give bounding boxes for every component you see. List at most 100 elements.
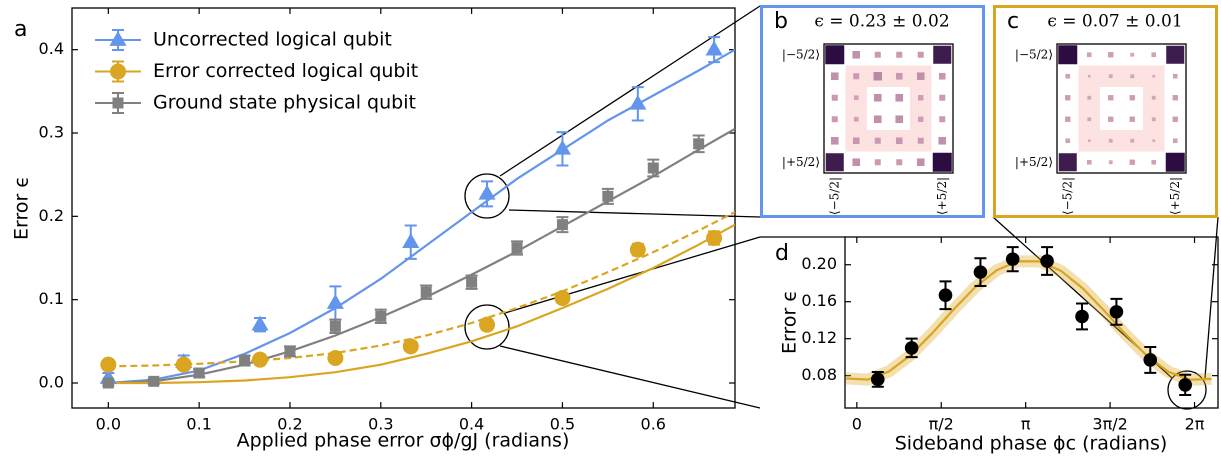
marker bbox=[284, 345, 296, 357]
matrix-cell bbox=[895, 72, 903, 80]
marker bbox=[693, 138, 705, 150]
col-label: ⟨+5/2| bbox=[935, 177, 949, 215]
col-label: ⟨+5/2| bbox=[1168, 177, 1182, 215]
panel-label: a bbox=[14, 17, 27, 42]
marker bbox=[706, 230, 723, 246]
matrix-frame bbox=[823, 43, 954, 174]
marker bbox=[252, 351, 269, 368]
y-tick-label: 0.12 bbox=[801, 328, 837, 347]
marker bbox=[1005, 252, 1020, 266]
matrix-cell bbox=[1152, 74, 1156, 78]
y-tick-label: 0.2 bbox=[39, 206, 64, 225]
matrix-cell bbox=[873, 72, 882, 81]
legend-label: Ground state physical qubit bbox=[153, 92, 416, 114]
marker bbox=[973, 265, 988, 279]
inset-title: ϵ = 0.23 ± 0.02 bbox=[814, 12, 949, 32]
matrix-cell bbox=[1108, 95, 1114, 101]
legend-marker bbox=[110, 63, 126, 80]
matrix-cell bbox=[1065, 138, 1071, 144]
matrix-cell bbox=[852, 137, 860, 145]
marker bbox=[402, 338, 419, 355]
marker bbox=[175, 356, 192, 373]
matrix-cell bbox=[939, 94, 946, 101]
marker bbox=[629, 241, 646, 258]
marker bbox=[193, 367, 205, 379]
matrix-cell bbox=[1172, 73, 1178, 79]
marker bbox=[402, 233, 420, 249]
matrix-cell bbox=[1065, 95, 1071, 101]
marker bbox=[554, 290, 571, 306]
x-tick-label: 3π/2 bbox=[1092, 415, 1127, 434]
matrix-cell bbox=[874, 159, 881, 166]
matrix-cell bbox=[1087, 117, 1092, 122]
matrix-cell bbox=[1087, 139, 1091, 143]
marker bbox=[602, 190, 614, 202]
panel-label: d bbox=[775, 241, 789, 266]
matrix-cell bbox=[1151, 159, 1157, 165]
matrix-cell bbox=[1086, 52, 1092, 58]
marker bbox=[629, 94, 647, 110]
y-tick-label: 0.0 bbox=[39, 373, 64, 392]
matrix-cell bbox=[1172, 116, 1178, 122]
plot-frame bbox=[844, 236, 1219, 409]
matrix-cell bbox=[1086, 159, 1092, 165]
matrix-cell bbox=[825, 45, 845, 65]
y-tick-label: 0.3 bbox=[39, 123, 64, 142]
plot-area bbox=[845, 246, 1212, 397]
matrix-cell bbox=[1129, 95, 1135, 101]
x-tick-label: 0.5 bbox=[550, 415, 575, 434]
y-tick-label: 0.20 bbox=[801, 254, 837, 273]
marker bbox=[1040, 254, 1054, 268]
matrix-cell bbox=[831, 94, 838, 101]
x-tick-label: 0 bbox=[852, 415, 862, 434]
marker bbox=[466, 276, 478, 288]
matrix-cell bbox=[1108, 74, 1113, 79]
matrix-cell bbox=[933, 45, 952, 64]
y-tick-label: 0.16 bbox=[801, 291, 837, 310]
matrix-cell bbox=[1151, 52, 1157, 58]
matrix-cell bbox=[853, 73, 860, 80]
legend-marker bbox=[109, 31, 127, 46]
panel-label: b bbox=[774, 9, 788, 34]
matrix-cell bbox=[895, 137, 903, 145]
matrix-cell bbox=[874, 137, 881, 144]
matrix-cell bbox=[932, 152, 952, 172]
legend-label: Error corrected logical qubit bbox=[153, 60, 418, 82]
marker bbox=[420, 286, 432, 298]
matrix-cell bbox=[1165, 152, 1185, 172]
plot-frame bbox=[71, 7, 736, 409]
marker bbox=[556, 219, 568, 231]
marker bbox=[1143, 353, 1158, 367]
matrix-cell bbox=[1087, 95, 1092, 100]
matrix-cell bbox=[1130, 74, 1135, 79]
matrix-cell bbox=[1108, 52, 1114, 58]
fit-line bbox=[108, 211, 735, 368]
col-label: ⟨−5/2| bbox=[1060, 177, 1074, 215]
matrix-cell bbox=[1108, 138, 1113, 143]
marker bbox=[326, 294, 344, 309]
code-space-center bbox=[1100, 87, 1143, 130]
matrix-cell bbox=[1058, 153, 1077, 172]
row-label: |−5/2⟩ bbox=[782, 47, 820, 61]
matrix-cell bbox=[830, 72, 839, 81]
y-tick-label: 0.1 bbox=[39, 289, 64, 308]
matrix-cell bbox=[916, 72, 925, 81]
inset-title: ϵ = 0.07 ± 0.01 bbox=[1047, 12, 1182, 32]
marker bbox=[251, 315, 269, 331]
col-label: ⟨−5/2| bbox=[827, 177, 841, 215]
matrix-cell bbox=[917, 51, 924, 58]
marker bbox=[479, 316, 496, 333]
matrix-cell bbox=[1129, 116, 1135, 122]
x-tick-label: 0.1 bbox=[186, 415, 211, 434]
legend-marker bbox=[112, 97, 124, 109]
matrix-cell bbox=[853, 95, 859, 101]
marker bbox=[478, 184, 496, 200]
marker bbox=[1075, 309, 1089, 324]
matrix-cell bbox=[852, 158, 861, 167]
matrix-cell bbox=[939, 116, 946, 123]
matrix-cell bbox=[938, 72, 946, 80]
marker bbox=[705, 40, 723, 56]
matrix-frame bbox=[1056, 43, 1187, 174]
marker bbox=[102, 377, 114, 389]
matrix-cell bbox=[918, 116, 924, 122]
